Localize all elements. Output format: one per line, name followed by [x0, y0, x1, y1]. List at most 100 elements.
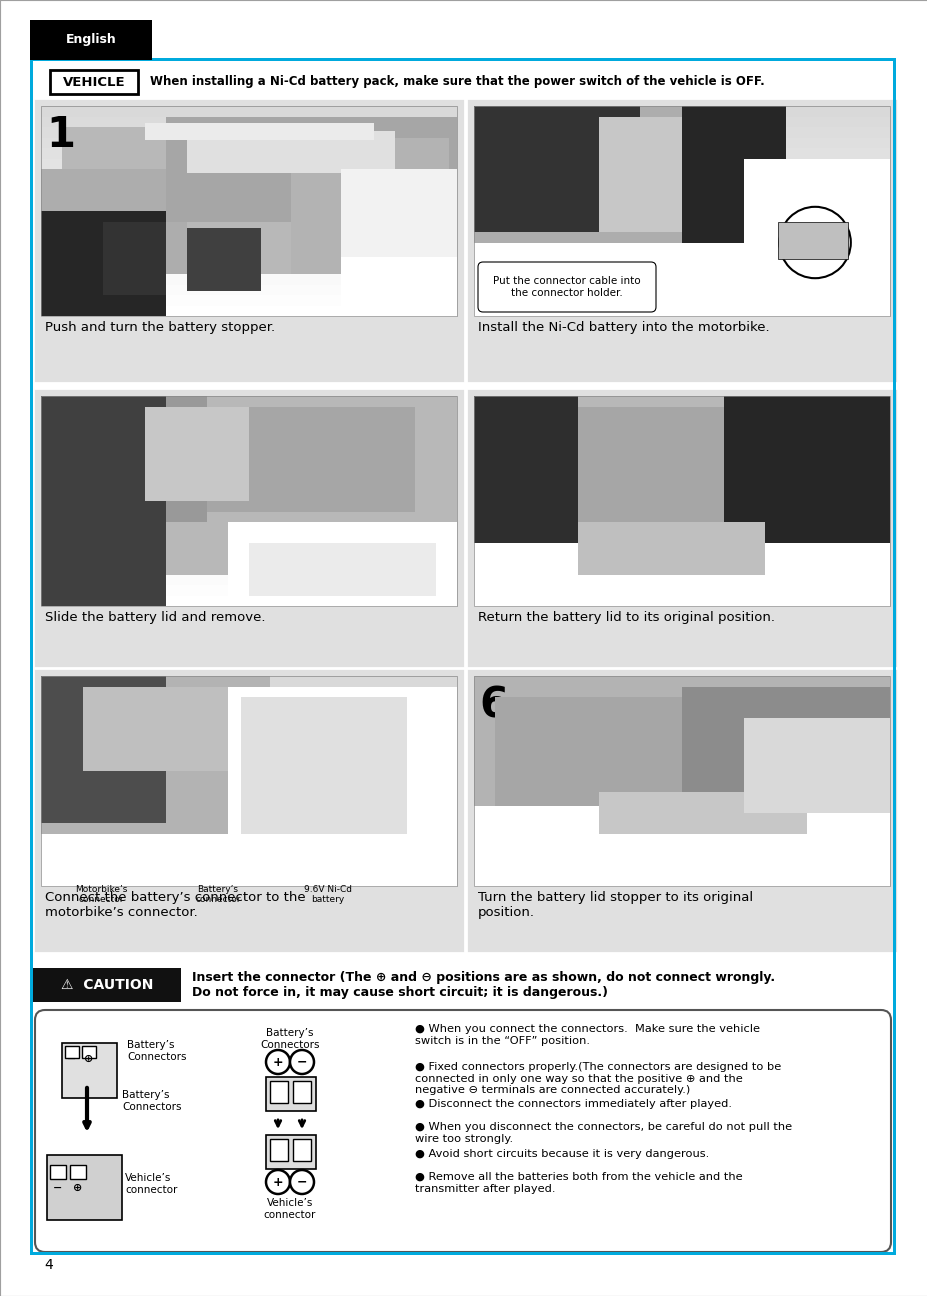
Bar: [474, 802, 889, 814]
Text: Put the connector cable into
the connector holder.: Put the connector cable into the connect…: [492, 276, 641, 298]
Bar: [41, 407, 456, 419]
Bar: [474, 876, 889, 886]
Bar: [41, 677, 456, 687]
Bar: [474, 397, 889, 574]
Bar: [474, 106, 640, 232]
Bar: [47, 1155, 121, 1220]
Text: 3: 3: [46, 684, 75, 726]
Bar: [465, 388, 897, 673]
Text: 6: 6: [478, 684, 507, 726]
Bar: [41, 127, 456, 139]
Text: ● Remove all the batteries both from the vehicle and the
transmitter after playe: ● Remove all the batteries both from the…: [414, 1172, 742, 1194]
Bar: [41, 306, 456, 318]
Bar: [474, 806, 889, 886]
Text: When installing a Ni-Cd battery pack, make sure that the power switch of the veh: When installing a Ni-Cd battery pack, ma…: [150, 75, 764, 88]
Circle shape: [266, 1050, 290, 1074]
Bar: [30, 58, 895, 61]
Text: ⊕: ⊕: [73, 1183, 83, 1194]
Bar: [474, 253, 889, 264]
Bar: [83, 687, 248, 771]
Bar: [70, 1165, 86, 1179]
Bar: [41, 438, 456, 450]
Text: 4: 4: [44, 1258, 53, 1271]
Bar: [474, 273, 889, 285]
Bar: [41, 781, 456, 792]
Text: Insert the connector (The ⊕ and ⊖ positions are as shown, do not connect wrongly: Insert the connector (The ⊕ and ⊖ positi…: [192, 971, 774, 999]
Bar: [41, 397, 166, 607]
Text: 1: 1: [46, 114, 75, 156]
Bar: [186, 131, 394, 174]
Text: VEHICLE: VEHICLE: [63, 75, 125, 88]
Bar: [41, 201, 456, 213]
Bar: [474, 844, 889, 855]
Bar: [41, 502, 456, 512]
Bar: [41, 687, 456, 699]
Bar: [33, 667, 464, 953]
Bar: [474, 677, 889, 844]
Text: ● Avoid short circuits because it is very dangerous.: ● Avoid short circuits because it is ver…: [414, 1150, 708, 1159]
Bar: [41, 677, 270, 886]
Bar: [41, 448, 456, 460]
Bar: [474, 242, 889, 254]
Bar: [30, 1252, 895, 1255]
Bar: [41, 833, 456, 845]
Bar: [41, 759, 456, 771]
Circle shape: [289, 1170, 313, 1194]
Text: 5: 5: [478, 404, 507, 446]
Bar: [270, 1139, 287, 1161]
Text: Motorbike’s
connector: Motorbike’s connector: [75, 885, 127, 905]
Bar: [474, 584, 889, 596]
Bar: [474, 448, 889, 460]
Text: +: +: [273, 1175, 283, 1188]
Bar: [41, 574, 456, 586]
Text: Push and turn the battery stopper.: Push and turn the battery stopper.: [44, 321, 274, 334]
Bar: [895, 0, 927, 1296]
Circle shape: [779, 207, 850, 279]
Bar: [474, 295, 889, 306]
Bar: [474, 191, 889, 201]
Bar: [33, 98, 464, 384]
Bar: [474, 739, 889, 750]
Bar: [474, 242, 743, 316]
Text: ● Fixed connectors properly.(The connectors are designed to be
connected in only: ● Fixed connectors properly.(The connect…: [414, 1061, 781, 1095]
Bar: [41, 512, 456, 524]
Bar: [474, 397, 578, 607]
Bar: [474, 180, 889, 191]
Bar: [82, 1046, 95, 1058]
Bar: [41, 295, 456, 306]
Bar: [578, 522, 765, 574]
Bar: [240, 697, 407, 844]
Bar: [598, 792, 806, 833]
Text: Battery’s
connector: Battery’s connector: [195, 885, 240, 905]
Bar: [41, 397, 456, 607]
Bar: [474, 677, 889, 687]
Bar: [41, 168, 456, 180]
Text: −: −: [297, 1175, 307, 1188]
Bar: [41, 533, 456, 544]
Bar: [293, 1081, 311, 1103]
Bar: [166, 117, 456, 222]
Bar: [41, 728, 456, 740]
Bar: [41, 771, 456, 781]
Bar: [228, 687, 456, 864]
Bar: [474, 771, 889, 781]
Bar: [474, 407, 889, 419]
Bar: [41, 191, 456, 201]
Bar: [474, 117, 889, 128]
Text: ● When you connect the connectors.  Make sure the vehicle
switch is in the “OFF”: ● When you connect the connectors. Make …: [414, 1024, 759, 1046]
Bar: [33, 388, 464, 673]
Bar: [681, 106, 785, 316]
Bar: [474, 428, 889, 439]
Text: Connect the battery’s connector to the
motorbike’s connector.: Connect the battery’s connector to the m…: [44, 892, 305, 919]
Bar: [474, 459, 889, 470]
Bar: [474, 490, 889, 502]
Bar: [474, 781, 889, 792]
Bar: [474, 759, 889, 771]
Text: 4: 4: [478, 114, 507, 156]
Text: ● When you disconnect the connectors, be careful do not pull the
wire too strong: ● When you disconnect the connectors, be…: [414, 1122, 792, 1143]
Bar: [474, 708, 889, 719]
Bar: [270, 1081, 287, 1103]
Bar: [41, 749, 456, 761]
Bar: [41, 792, 456, 804]
Bar: [248, 543, 436, 595]
